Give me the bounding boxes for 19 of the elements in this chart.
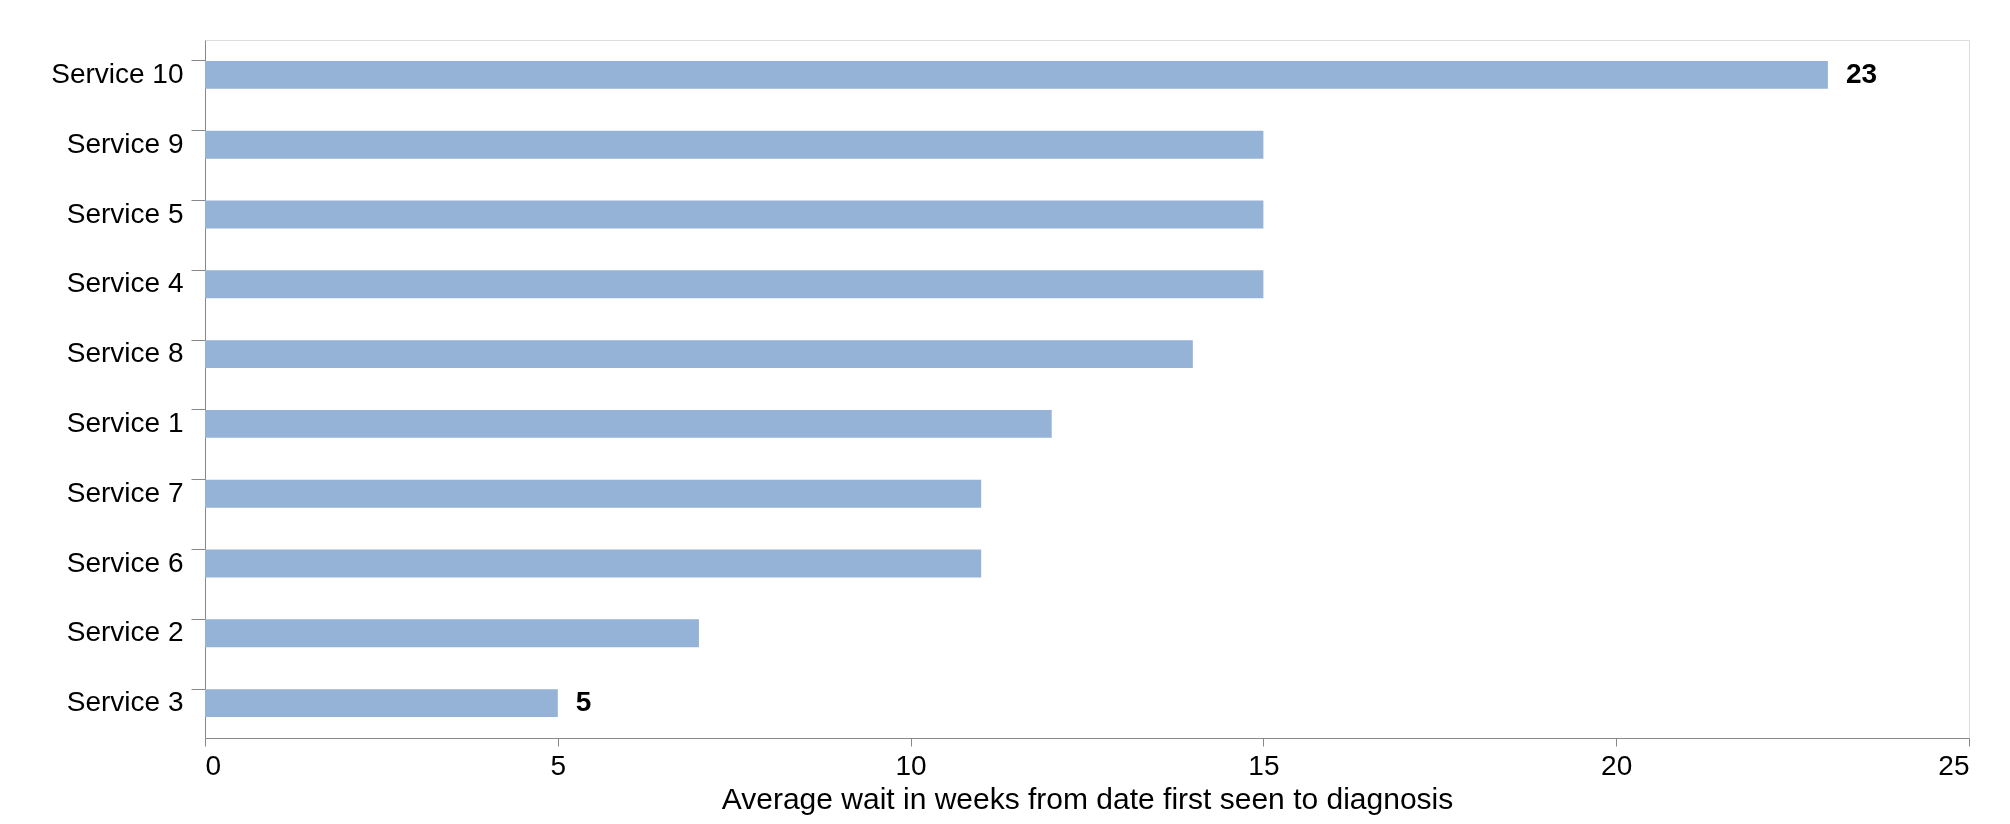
y-tick-label: Service 5 <box>66 197 184 229</box>
x-tick-label: 20 <box>1601 749 1633 781</box>
y-tick-label: Service 7 <box>66 476 184 508</box>
data-label: 23 <box>1845 57 1878 89</box>
y-tick-label: Service 6 <box>66 546 184 578</box>
y-tick-label: Service 9 <box>66 127 184 159</box>
x-tick-label: 15 <box>1248 749 1280 781</box>
y-tick-label: Service 1 <box>66 406 184 438</box>
x-tick-label: 0 <box>205 749 222 781</box>
data-label: 5 <box>575 686 592 718</box>
y-tick-label: Service 10 <box>51 57 184 89</box>
x-tick-label: 10 <box>895 749 927 781</box>
y-tick-label: Service 4 <box>66 267 184 299</box>
x-tick-label: 5 <box>550 749 567 781</box>
y-tick-label: Service 8 <box>66 337 184 369</box>
x-tick-label: 25 <box>1938 749 1970 781</box>
y-tick-label: Service 2 <box>66 616 184 648</box>
y-tick-label: Service 3 <box>66 686 184 718</box>
x-axis-title: Average wait in weeks from date first seen to diagnosis <box>721 781 1454 815</box>
